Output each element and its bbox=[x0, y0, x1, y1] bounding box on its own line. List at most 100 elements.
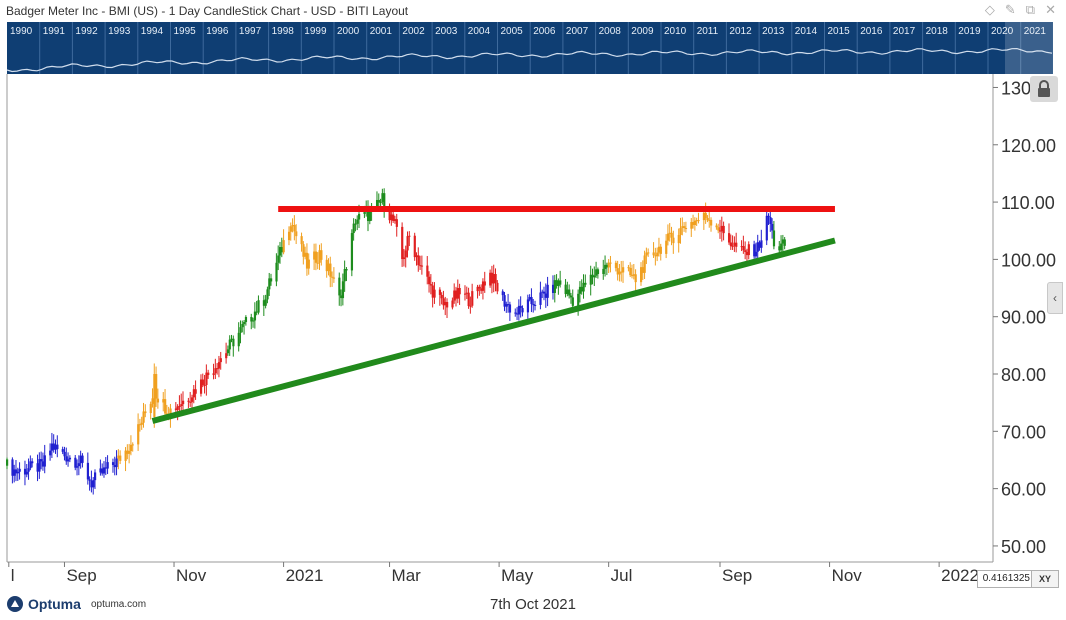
collapse-panel-tab[interactable]: ‹ bbox=[1047, 282, 1063, 314]
candle-body bbox=[458, 288, 461, 295]
overview-year-label: 2013 bbox=[762, 26, 785, 37]
candle-body bbox=[282, 240, 285, 253]
candle-body bbox=[440, 294, 443, 299]
candle-body bbox=[490, 272, 494, 284]
candle-body bbox=[760, 240, 763, 248]
candle-body bbox=[156, 398, 160, 403]
candle-body bbox=[140, 422, 143, 425]
lock-icon[interactable] bbox=[1030, 76, 1058, 102]
close-icon[interactable]: ✕ bbox=[1045, 2, 1056, 17]
site-link[interactable]: optuma.com bbox=[91, 599, 147, 610]
overview-year-label: 1999 bbox=[304, 26, 327, 37]
candle-body bbox=[451, 300, 454, 308]
candle-body bbox=[492, 274, 495, 284]
candle-body bbox=[27, 468, 30, 472]
candle-body bbox=[747, 244, 750, 256]
candle-body bbox=[264, 299, 267, 306]
candle-body bbox=[383, 193, 386, 211]
diamond-icon[interactable]: ◇ bbox=[984, 2, 995, 17]
overview-year-label: 2005 bbox=[501, 26, 524, 37]
overview-year-label: 2011 bbox=[697, 26, 719, 37]
candle-body bbox=[765, 215, 768, 241]
candle-body bbox=[469, 305, 472, 307]
candle-body bbox=[758, 242, 761, 248]
overview-year-label: 2010 bbox=[664, 26, 687, 37]
pin-icon[interactable]: ✎ bbox=[1004, 2, 1016, 17]
candle-body bbox=[544, 293, 547, 298]
candle-body bbox=[395, 219, 398, 227]
candle-body bbox=[693, 220, 697, 225]
candle-body bbox=[478, 286, 481, 289]
candle-body bbox=[508, 304, 512, 313]
candle-body bbox=[781, 239, 785, 244]
candle-body bbox=[155, 374, 158, 399]
candle-body bbox=[277, 255, 280, 263]
candle-body bbox=[16, 471, 19, 474]
candle-body bbox=[494, 274, 497, 283]
candle-body bbox=[31, 461, 34, 464]
candle-body bbox=[627, 267, 630, 269]
candle-body bbox=[232, 338, 235, 347]
restore-icon[interactable]: ⧉ bbox=[1025, 2, 1036, 17]
candle-body bbox=[291, 225, 294, 227]
candle-body bbox=[388, 210, 391, 221]
candle-body bbox=[94, 472, 97, 481]
candle-body bbox=[631, 275, 634, 277]
candle-body bbox=[778, 246, 781, 251]
overview-year-label: 1995 bbox=[174, 26, 197, 37]
overview-year-label: 2004 bbox=[468, 26, 491, 37]
candle-body bbox=[201, 379, 204, 385]
candle-body bbox=[604, 264, 607, 269]
candle-body bbox=[77, 463, 81, 467]
candle-body bbox=[591, 274, 594, 278]
candle-body bbox=[501, 291, 504, 296]
xy-button[interactable]: XY bbox=[1031, 570, 1059, 588]
overview-year-label: 2000 bbox=[337, 26, 360, 37]
candle-body bbox=[52, 443, 55, 450]
candle-body bbox=[672, 237, 675, 244]
cursor-value-box: 0.4161325 bbox=[977, 570, 1033, 588]
candle-body bbox=[632, 274, 636, 276]
candle-body bbox=[657, 246, 661, 253]
candle-body bbox=[338, 277, 341, 296]
candle-body bbox=[174, 408, 178, 410]
candle-body bbox=[733, 242, 736, 246]
candle-body bbox=[433, 289, 436, 298]
y-tick-label: 60.00 bbox=[1001, 480, 1046, 500]
candle-body bbox=[431, 285, 434, 298]
candle-body bbox=[295, 231, 298, 237]
price-chart[interactable]: 50.00 60.00 70.00 80.00 90.00 100.00 110.00 120… bbox=[0, 0, 1066, 592]
candle-body bbox=[241, 323, 244, 328]
overview-navigator[interactable]: 1990 1991 1992 1993 1994 1995 1996 1997 1998 1999… bbox=[7, 22, 1053, 74]
candle-body bbox=[190, 397, 194, 402]
candle-body bbox=[392, 214, 395, 221]
candle-body bbox=[390, 214, 393, 221]
candle-body bbox=[182, 400, 185, 405]
candle-body bbox=[88, 479, 91, 481]
candle-body bbox=[345, 269, 348, 271]
candle-body bbox=[65, 456, 68, 462]
candle-body bbox=[99, 468, 102, 473]
candle-body bbox=[553, 280, 556, 293]
candle-body bbox=[340, 295, 343, 299]
x-tick-label: Jul bbox=[611, 566, 633, 585]
candle-body bbox=[463, 293, 467, 295]
candle-body bbox=[67, 459, 70, 462]
candle-body bbox=[756, 242, 759, 252]
title-bar: Badger Meter Inc - BMI (US) - 1 Day Cand… bbox=[0, 0, 1066, 22]
candle-body bbox=[641, 267, 644, 273]
candle-body bbox=[551, 284, 555, 293]
candle-body bbox=[115, 458, 118, 468]
footer-date: 7th Oct 2021 bbox=[490, 596, 576, 613]
footer: Optuma optuma.com 7th Oct 2021 bbox=[0, 592, 1066, 620]
candle-body bbox=[715, 225, 718, 228]
candle-body bbox=[783, 239, 786, 246]
candle-body bbox=[331, 276, 334, 278]
candle-body bbox=[740, 246, 743, 248]
candle-body bbox=[442, 298, 445, 306]
candle-body bbox=[358, 213, 361, 220]
candle-body bbox=[559, 280, 562, 285]
candle-body bbox=[6, 459, 9, 466]
candle-body bbox=[314, 251, 318, 263]
candle-body bbox=[289, 226, 292, 232]
